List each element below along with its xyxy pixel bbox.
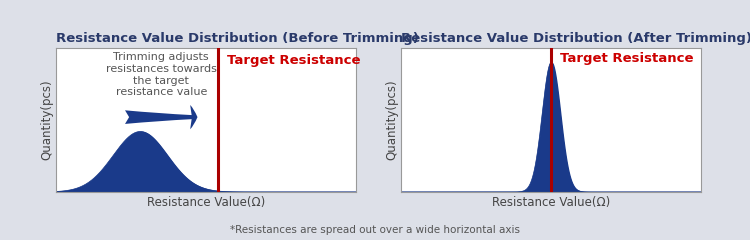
Text: Trimming adjusts
resistances towards
the target
resistance value: Trimming adjusts resistances towards the… bbox=[106, 52, 217, 97]
Y-axis label: Quantity(pcs): Quantity(pcs) bbox=[386, 80, 398, 160]
X-axis label: Resistance Value(Ω): Resistance Value(Ω) bbox=[492, 196, 610, 209]
Text: Target Resistance: Target Resistance bbox=[227, 54, 361, 67]
Text: Resistance Value Distribution (Before Trimming): Resistance Value Distribution (Before Tr… bbox=[56, 32, 419, 45]
X-axis label: Resistance Value(Ω): Resistance Value(Ω) bbox=[147, 196, 266, 209]
Y-axis label: Quantity(pcs): Quantity(pcs) bbox=[40, 80, 53, 160]
Text: *Resistances are spread out over a wide horizontal axis: *Resistances are spread out over a wide … bbox=[230, 225, 520, 235]
Text: Target Resistance: Target Resistance bbox=[560, 52, 694, 65]
Text: Resistance Value Distribution (After Trimming): Resistance Value Distribution (After Tri… bbox=[401, 32, 750, 45]
